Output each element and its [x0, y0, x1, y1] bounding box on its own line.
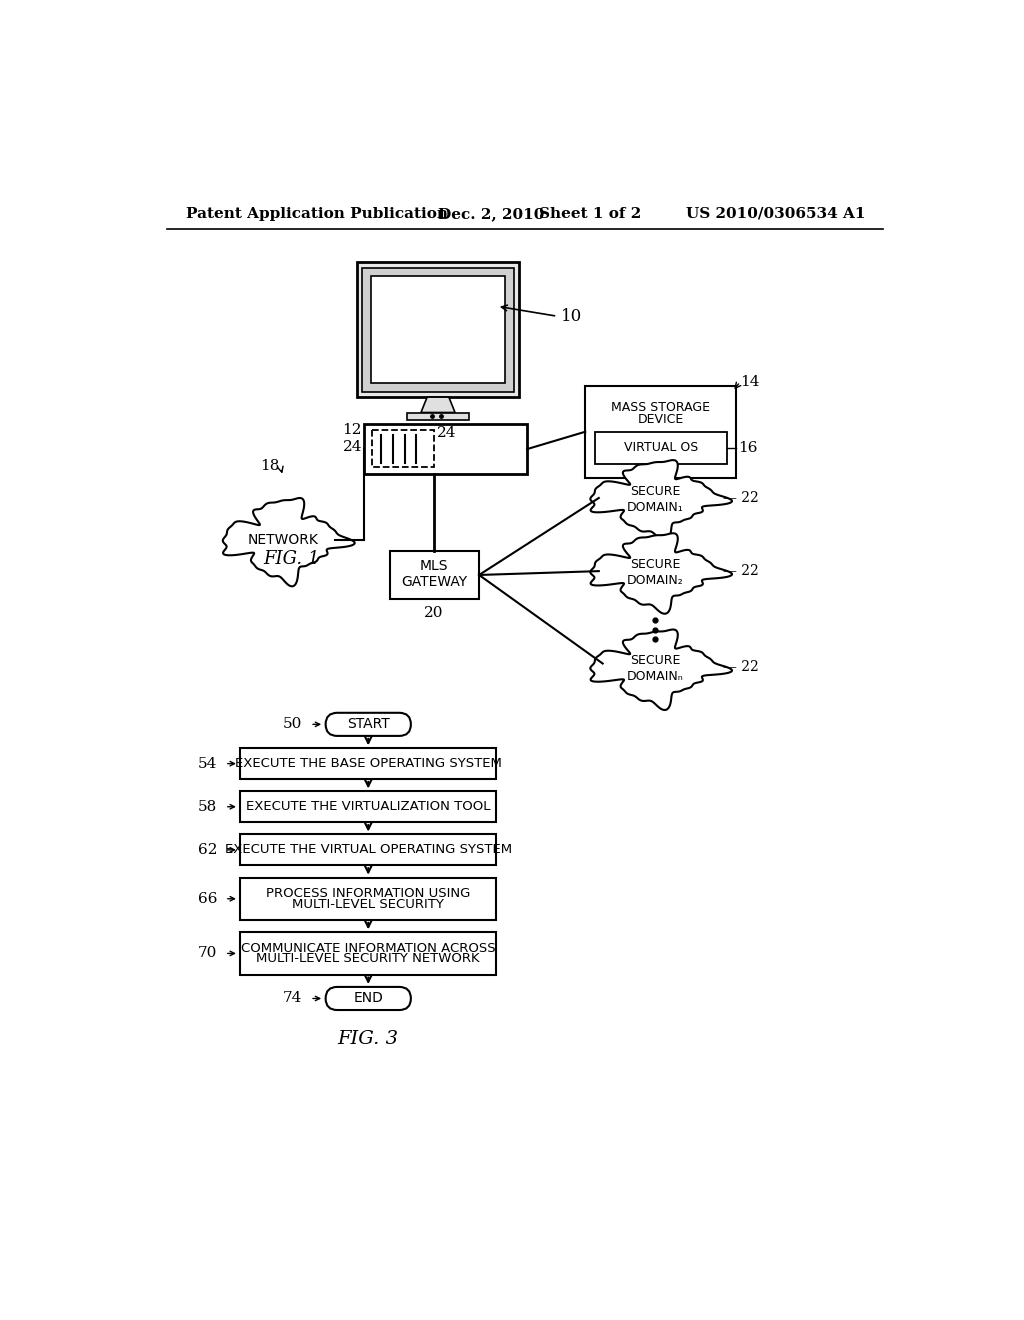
Polygon shape: [241, 878, 496, 920]
Polygon shape: [390, 552, 479, 599]
Polygon shape: [365, 424, 527, 474]
Polygon shape: [586, 385, 736, 478]
Text: EXECUTE THE VIRTUAL OPERATING SYSTEM: EXECUTE THE VIRTUAL OPERATING SYSTEM: [224, 843, 512, 857]
Polygon shape: [595, 432, 727, 465]
Text: 10: 10: [560, 308, 582, 325]
Text: FIG. 3: FIG. 3: [338, 1031, 398, 1048]
Polygon shape: [241, 748, 496, 779]
Polygon shape: [241, 932, 496, 974]
Polygon shape: [362, 268, 514, 392]
Text: MULTI-LEVEL SECURITY: MULTI-LEVEL SECURITY: [292, 898, 444, 911]
Text: EXECUTE THE BASE OPERATING SYSTEM: EXECUTE THE BASE OPERATING SYSTEM: [234, 758, 502, 770]
Text: SECURE: SECURE: [630, 653, 680, 667]
Text: 62: 62: [198, 843, 217, 857]
Text: SECURE: SECURE: [630, 484, 680, 498]
Text: DEVICE: DEVICE: [638, 413, 684, 426]
Polygon shape: [591, 533, 732, 614]
Text: — 22: — 22: [723, 660, 759, 675]
Text: 58: 58: [198, 800, 217, 813]
Text: Patent Application Publication: Patent Application Publication: [186, 207, 449, 220]
Polygon shape: [356, 263, 519, 397]
Text: 54: 54: [198, 756, 217, 771]
Polygon shape: [591, 461, 732, 541]
Text: DOMAIN₁: DOMAIN₁: [627, 502, 683, 513]
Text: START: START: [347, 717, 389, 731]
Text: MLS: MLS: [420, 560, 449, 573]
Text: GATEWAY: GATEWAY: [401, 576, 467, 589]
Polygon shape: [421, 397, 455, 412]
Text: — 22: — 22: [723, 491, 759, 506]
Text: 18: 18: [260, 459, 280, 474]
Text: END: END: [353, 991, 383, 1006]
Text: 24: 24: [343, 440, 362, 454]
Text: Dec. 2, 2010: Dec. 2, 2010: [438, 207, 545, 220]
Text: DOMAINₙ: DOMAINₙ: [627, 671, 683, 684]
Text: 50: 50: [283, 717, 302, 731]
Polygon shape: [407, 412, 469, 420]
Text: 70: 70: [198, 946, 217, 961]
Polygon shape: [371, 276, 506, 383]
Text: US 2010/0306534 A1: US 2010/0306534 A1: [686, 207, 865, 220]
Text: 20: 20: [424, 606, 443, 619]
Text: — 22: — 22: [723, 564, 759, 578]
Text: MULTI-LEVEL SECURITY NETWORK: MULTI-LEVEL SECURITY NETWORK: [256, 952, 480, 965]
Text: 74: 74: [283, 991, 302, 1006]
Polygon shape: [223, 498, 354, 586]
Text: FIG. 1: FIG. 1: [263, 550, 319, 568]
Text: 66: 66: [198, 892, 217, 906]
Text: 14: 14: [740, 375, 760, 388]
Text: 12: 12: [343, 424, 362, 437]
Text: DOMAIN₂: DOMAIN₂: [627, 574, 683, 587]
Text: EXECUTE THE VIRTUALIZATION TOOL: EXECUTE THE VIRTUALIZATION TOOL: [246, 800, 490, 813]
Text: PROCESS INFORMATION USING: PROCESS INFORMATION USING: [266, 887, 470, 900]
Text: COMMUNICATE INFORMATION ACROSS: COMMUNICATE INFORMATION ACROSS: [241, 941, 496, 954]
FancyBboxPatch shape: [326, 713, 411, 737]
Text: NETWORK: NETWORK: [248, 532, 318, 546]
Text: VIRTUAL OS: VIRTUAL OS: [624, 441, 698, 454]
FancyBboxPatch shape: [326, 987, 411, 1010]
Text: MASS STORAGE: MASS STORAGE: [611, 400, 711, 413]
Polygon shape: [241, 834, 496, 866]
Text: 24: 24: [437, 426, 457, 441]
Polygon shape: [591, 630, 732, 710]
Text: SECURE: SECURE: [630, 557, 680, 570]
Polygon shape: [241, 792, 496, 822]
Text: Sheet 1 of 2: Sheet 1 of 2: [539, 207, 641, 220]
Text: 16: 16: [738, 441, 758, 455]
